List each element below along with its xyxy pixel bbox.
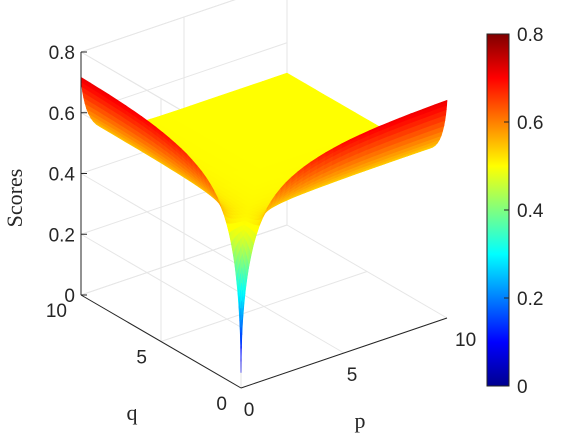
y-tick-label: 10 xyxy=(46,301,67,322)
colorbar-tick-label: 0.2 xyxy=(517,289,543,310)
z-axis-label: Scores xyxy=(2,169,27,228)
y-tick-label: 5 xyxy=(136,348,147,369)
z-tick-label: 0.6 xyxy=(49,104,75,125)
x-tick-label: 0 xyxy=(244,400,255,421)
axis-line xyxy=(80,294,242,389)
colorbar-tick-label: 0 xyxy=(517,377,528,398)
colorbar: 0 0.2 0.4 0.6 0.8 xyxy=(486,25,544,398)
colorbar-tick-label: 0.6 xyxy=(517,113,543,134)
x-axis-label: p xyxy=(355,408,366,433)
y-tick-label: 0 xyxy=(216,394,227,415)
surface xyxy=(80,72,448,373)
colorbar-tick-label: 0.4 xyxy=(517,201,544,222)
grid-line xyxy=(160,271,368,342)
axis-line xyxy=(240,317,448,389)
z-tick-label: 0.2 xyxy=(49,225,75,246)
z-tick-label: 0 xyxy=(64,286,75,307)
x-tick-label: 5 xyxy=(347,365,358,386)
z-tick-label: 0.4 xyxy=(49,165,76,186)
x-tick-label: 10 xyxy=(455,330,476,351)
grid-line xyxy=(80,0,236,53)
colorbar-ticks: 0 0.2 0.4 0.6 0.8 xyxy=(504,25,544,398)
z-tick-label: 0.8 xyxy=(49,43,75,64)
y-axis-label: q xyxy=(127,400,138,425)
colorbar-tick-label: 0.8 xyxy=(517,25,543,46)
